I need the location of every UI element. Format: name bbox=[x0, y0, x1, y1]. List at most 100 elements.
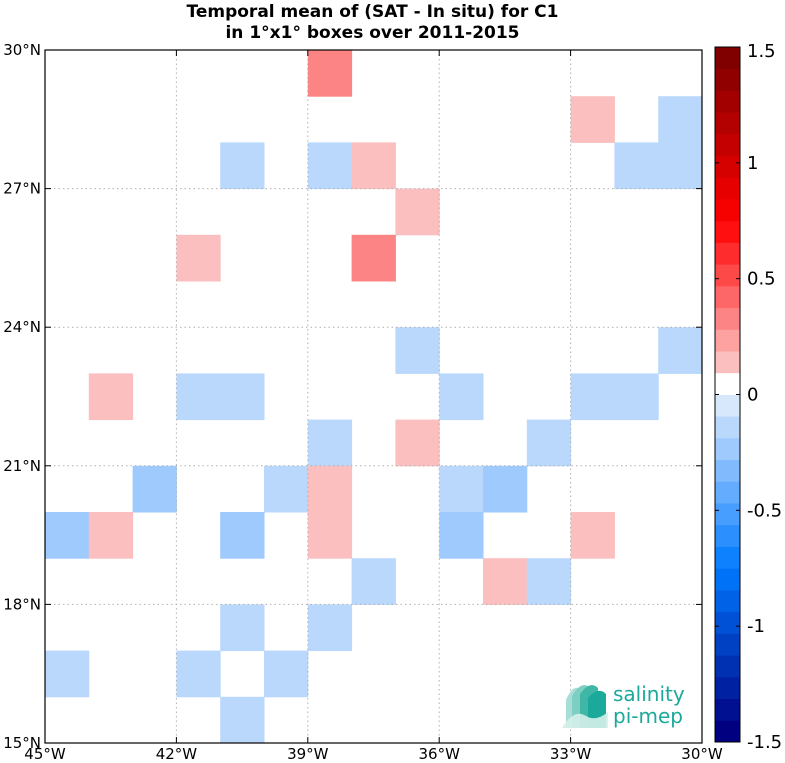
heatmap-cell bbox=[351, 142, 396, 190]
colorbar-segment bbox=[715, 633, 740, 656]
colorbar-tick-label: 0 bbox=[747, 385, 758, 406]
grid-layer bbox=[45, 50, 702, 743]
y-tick-label: 21°N bbox=[3, 457, 41, 475]
colorbar-segment bbox=[715, 546, 740, 569]
wave-logo-icon bbox=[562, 685, 608, 728]
heatmap-cell bbox=[658, 142, 703, 190]
y-tick-label: 27°N bbox=[3, 180, 41, 198]
colorbar-segment bbox=[715, 264, 740, 287]
axis-layer: 45°W 42°W 39°W 36°W 33°W 30°W 15°N 18°N 21°N 24°N… bbox=[3, 41, 723, 763]
heatmap-cell bbox=[176, 650, 221, 698]
logo-line2: pi-mep bbox=[613, 704, 683, 728]
heatmap-cell bbox=[439, 465, 484, 513]
heatmap-cell bbox=[351, 234, 396, 282]
heatmap-cell bbox=[570, 96, 615, 143]
colorbar-segment bbox=[715, 655, 740, 678]
colorbar-segment bbox=[715, 199, 740, 222]
heatmap-cell bbox=[88, 512, 134, 559]
colorbar-segment bbox=[715, 568, 740, 591]
heatmap-cell bbox=[220, 604, 265, 652]
heatmap-cell bbox=[351, 558, 396, 605]
colorbar-segment bbox=[715, 416, 740, 439]
heatmap-cell bbox=[395, 419, 440, 467]
heatmap-cell bbox=[439, 512, 484, 559]
colorbar-segment bbox=[715, 220, 740, 243]
colorbar-segment bbox=[715, 503, 740, 526]
colorbar-segment bbox=[715, 720, 740, 743]
heatmap-cell bbox=[658, 327, 703, 374]
colorbar-tick-label: -1.5 bbox=[747, 732, 782, 753]
x-tick-label: 30°W bbox=[681, 745, 723, 763]
x-tick-label: 42°W bbox=[156, 745, 198, 763]
colorbar-tick-label: 1.5 bbox=[747, 41, 776, 62]
heatmap-cell bbox=[220, 696, 265, 744]
heatmap-cell bbox=[395, 188, 440, 236]
y-tick-label: 15°N bbox=[3, 734, 41, 752]
x-tick-label: 33°W bbox=[550, 745, 592, 763]
colorbar-segment bbox=[715, 481, 740, 504]
heatmap-cell bbox=[220, 512, 265, 559]
colorbar-segment bbox=[715, 351, 740, 374]
colorbar-segment bbox=[715, 47, 740, 70]
colorbar-segment bbox=[715, 307, 740, 330]
x-tick-label: 39°W bbox=[287, 745, 329, 763]
x-tick-label: 45°W bbox=[24, 745, 66, 763]
heatmap-cell bbox=[176, 373, 221, 421]
colorbar-tick-label: -0.5 bbox=[747, 500, 782, 521]
colorbar-segment bbox=[715, 68, 740, 91]
heatmap-cell bbox=[526, 419, 572, 467]
heatmap-cell bbox=[307, 50, 353, 97]
heatmap-cell bbox=[264, 650, 309, 698]
heatmap-cell bbox=[483, 558, 528, 605]
colorbar-segment bbox=[715, 611, 740, 634]
colorbar-segment bbox=[715, 394, 740, 417]
y-tick-label: 30°N bbox=[3, 41, 41, 59]
heatmap-cell bbox=[614, 142, 659, 190]
heatmap-cell bbox=[570, 512, 615, 559]
heatmap-cell bbox=[307, 465, 353, 513]
heatmap-cell bbox=[614, 373, 659, 421]
heatmap-cell bbox=[264, 465, 309, 513]
colorbar-segment bbox=[715, 676, 740, 699]
heatmap-cell bbox=[132, 465, 177, 513]
colorbar-tick-label: 1 bbox=[747, 153, 758, 174]
y-tick-label: 18°N bbox=[3, 595, 41, 613]
colorbar-segment bbox=[715, 329, 740, 352]
heatmap-cell bbox=[439, 373, 484, 421]
heatmap-cell bbox=[307, 512, 353, 559]
colorbar-segment bbox=[715, 698, 740, 721]
heatmap-cell bbox=[395, 327, 440, 374]
plot-frame bbox=[44, 49, 703, 744]
colorbar-segment bbox=[715, 112, 740, 135]
heatmap-cell bbox=[483, 465, 528, 513]
heatmap-cell bbox=[176, 234, 221, 282]
heatmap-cell bbox=[45, 650, 90, 698]
heatmap-cell bbox=[307, 604, 353, 652]
colorbar-segment bbox=[715, 133, 740, 156]
heatmap-cell bbox=[220, 142, 265, 190]
colorbar-segment bbox=[715, 589, 740, 613]
heatmap-cell bbox=[307, 142, 353, 190]
colorbar-segment bbox=[715, 90, 740, 113]
heatmap-cell bbox=[658, 96, 703, 143]
heatmap-cell bbox=[220, 373, 265, 421]
colorbar-segment bbox=[715, 177, 740, 200]
colorbar-segment bbox=[715, 242, 740, 265]
cells-layer bbox=[45, 50, 703, 744]
heatmap-cell bbox=[307, 419, 353, 467]
heatmap-cell bbox=[526, 558, 572, 605]
logo-line1: salinity bbox=[613, 682, 685, 706]
colorbar: 1.5 1 0.5 0 -0.5 -1 -1.5 bbox=[714, 41, 782, 753]
salinity-pi-mep-logo: salinity pi-mep bbox=[562, 682, 685, 728]
heatmap-cell bbox=[45, 512, 90, 559]
colorbar-segment bbox=[715, 285, 740, 309]
x-tick-label: 36°W bbox=[418, 745, 460, 763]
colorbar-tick-label: -1 bbox=[747, 616, 765, 637]
colorbar-tick-label: 0.5 bbox=[747, 269, 776, 290]
heatmap-cell bbox=[570, 373, 615, 421]
colorbar-segment bbox=[715, 437, 740, 461]
colorbar-segment bbox=[715, 459, 740, 482]
chart-subtitle: in 1°x1° boxes over 2011-2015 bbox=[225, 23, 520, 43]
colorbar-segment bbox=[715, 524, 740, 547]
